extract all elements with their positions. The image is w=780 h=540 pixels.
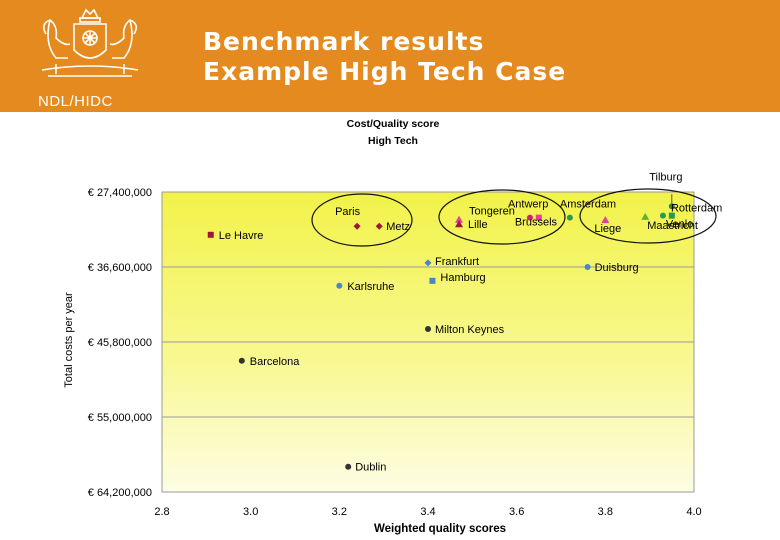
point-label: Paris [335,206,361,218]
y-axis-ticks: € 27,400,000 € 36,600,000 € 45,800,000 € 55… [88,187,152,499]
org-label: NDL/HIDC [38,93,113,110]
highlight-ellipse-netherlands-south [579,188,717,244]
point-marker [566,214,573,221]
point-label: Metz [386,221,410,233]
point-label: Brussels [515,217,558,229]
point-marker [668,203,675,210]
data-point: Tilburg [649,171,682,210]
x-tick-label: 3.8 [598,506,613,518]
point-label: Frankfurt [435,256,479,268]
point-label: Tilburg [649,171,682,183]
highlight-ellipse-france [311,193,413,247]
point-marker [535,214,542,221]
point-marker [668,212,675,219]
x-tick-label: 3.6 [509,506,524,518]
data-point: Le Havre [207,230,264,242]
point-marker [238,357,245,364]
point-marker [455,215,464,223]
data-point: Liege [594,216,621,235]
x-tick-label: 3.2 [332,506,347,518]
chart-subtitle: High Tech [368,135,418,147]
data-point: Tongeren [455,206,515,223]
y-tick-label: € 27,400,000 [88,187,152,199]
highlight-ellipse-belgium-netherlands [438,189,566,245]
point-label: Tongeren [469,206,515,218]
point-marker [659,212,666,219]
point-label: Barcelona [250,356,300,368]
data-point: Lille [455,219,488,231]
scatter-chart: Cost/Quality score High Tech € 27,400,00… [63,118,722,535]
data-point: Karlsruhe [336,281,394,293]
point-marker [641,212,650,220]
point-label: Liege [594,223,621,235]
y-axis-label: Total costs per year [63,292,75,388]
header-bar: NDL/HIDC Benchmark results Example High … [0,0,780,112]
point-label: Antwerp [508,199,548,211]
x-axis-label: Weighted quality scores [374,523,506,535]
x-tick-label: 4.0 [686,506,701,518]
highlight-ellipses [311,188,717,247]
point-label: Duisburg [595,262,639,274]
point-label: Dublin [355,462,386,474]
data-point: Duisburg [584,262,639,274]
point-label: Karlsruhe [347,281,394,293]
y-tick-label: € 64,200,000 [88,487,152,499]
point-marker [345,463,352,470]
data-point: Milton Keynes [425,324,505,336]
data-point: Metz [375,221,410,233]
data-point: Antwerp [508,199,548,221]
point-label: Amsterdam [560,199,616,211]
page-title: Benchmark results Example High Tech Case [203,27,566,87]
point-label: Maastricht [647,220,698,232]
data-point: Hamburg [429,272,486,284]
coat-of-arms-icon [41,8,139,77]
data-point: Brussels [515,214,558,229]
point-marker [375,222,383,230]
title-line-1: Benchmark results [203,27,485,56]
point-marker [526,214,533,221]
point-marker [601,216,610,224]
y-tick-label: € 36,600,000 [88,262,152,274]
data-point: Amsterdam [560,199,616,221]
point-marker [207,231,214,238]
point-marker [425,325,431,332]
y-tick-label: € 45,800,000 [88,337,152,349]
point-label: Lille [468,219,488,231]
data-point: Maastricht [641,212,698,232]
point-marker [455,220,464,228]
point-label: Rotterdam [671,203,722,215]
point-label: Hamburg [440,272,485,284]
point-marker [353,222,361,230]
data-point: Venlo [666,212,694,231]
chart-title: Cost/Quality score [347,118,440,130]
data-point: Frankfurt [424,256,479,268]
point-label: Venlo [666,219,694,231]
x-tick-label: 3.4 [420,506,435,518]
data-point: Barcelona [238,356,300,368]
data-point: Paris [335,206,361,230]
point-label: Le Havre [219,230,264,242]
point-marker [424,259,432,267]
y-tick-label: € 55,000,000 [88,412,152,424]
gridlines [162,266,694,418]
x-tick-label: 3.0 [243,506,258,518]
point-marker [429,277,436,284]
point-marker [584,264,591,270]
point-marker [336,282,343,289]
x-axis-ticks: 2.8 3.0 3.2 3.4 3.6 3.8 4.0 [154,506,701,518]
data-point: Dublin [345,462,386,474]
data-point: Rotterdam [659,203,722,219]
title-line-2: Example High Tech Case [203,57,567,86]
point-label: Milton Keynes [435,324,505,336]
x-tick-label: 2.8 [154,506,169,518]
